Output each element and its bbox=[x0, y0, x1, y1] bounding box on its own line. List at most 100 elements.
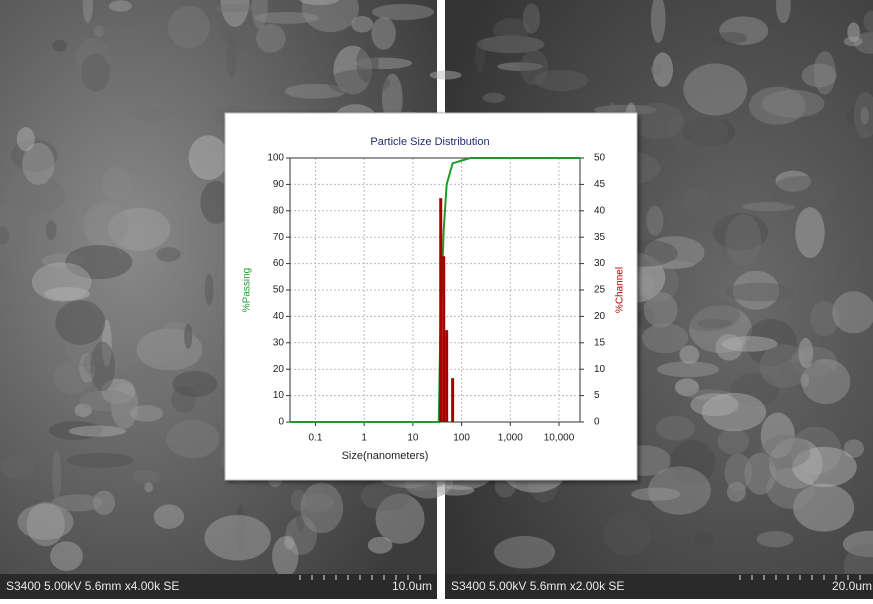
texture bbox=[172, 371, 217, 397]
texture bbox=[327, 70, 389, 96]
texture bbox=[127, 107, 173, 121]
texture bbox=[761, 435, 811, 469]
texture bbox=[800, 374, 809, 388]
texture bbox=[90, 341, 115, 391]
y-tick-label: 0 bbox=[278, 417, 284, 428]
y2-tick-label: 50 bbox=[594, 153, 606, 164]
chart-panel bbox=[225, 113, 637, 480]
bar bbox=[451, 378, 454, 422]
texture bbox=[50, 541, 83, 571]
y-tick-label: 70 bbox=[273, 232, 285, 243]
x-tick-label: 1,000 bbox=[498, 433, 523, 444]
texture bbox=[483, 93, 505, 103]
texture bbox=[795, 207, 825, 258]
texture bbox=[1, 455, 34, 479]
texture bbox=[535, 70, 589, 92]
texture bbox=[101, 167, 131, 200]
y-tick-label: 30 bbox=[273, 337, 285, 348]
texture bbox=[697, 319, 731, 328]
texture bbox=[17, 127, 35, 151]
y-axis-label: %Passing bbox=[242, 268, 253, 312]
x-tick-label: 1 bbox=[361, 433, 367, 444]
sem-scale: 10.0um bbox=[392, 579, 432, 593]
x-axis-label: Size(nanometers) bbox=[342, 450, 429, 462]
y2-tick-label: 0 bbox=[594, 417, 600, 428]
y-tick-label: 90 bbox=[273, 179, 285, 190]
texture bbox=[651, 64, 663, 75]
texture bbox=[46, 220, 57, 240]
texture bbox=[300, 483, 343, 534]
texture bbox=[55, 300, 105, 345]
sem-caption: S3400 5.00kV 5.6mm x2.00k SE bbox=[451, 579, 624, 593]
texture bbox=[798, 338, 813, 368]
texture bbox=[52, 451, 61, 499]
figure: S3400 5.00kV 5.6mm x4.00k SE 10.0um S340… bbox=[0, 0, 873, 599]
texture bbox=[717, 428, 749, 454]
y-tick-label: 10 bbox=[273, 390, 285, 401]
texture bbox=[368, 537, 393, 554]
x-tick-label: 10,000 bbox=[544, 433, 575, 444]
texture bbox=[665, 195, 727, 233]
texture bbox=[523, 3, 540, 33]
texture bbox=[603, 512, 651, 556]
texture bbox=[757, 531, 794, 547]
texture bbox=[80, 390, 134, 411]
texture bbox=[112, 28, 142, 55]
x-tick-label: 100 bbox=[453, 433, 470, 444]
texture bbox=[371, 17, 395, 50]
texture bbox=[144, 483, 153, 493]
y2-tick-label: 15 bbox=[594, 337, 606, 348]
texture bbox=[642, 323, 688, 353]
page: {"sem_images": [ {"caption": "S3400 5.00… bbox=[0, 0, 873, 599]
y-tick-label: 100 bbox=[267, 153, 284, 164]
texture bbox=[712, 32, 747, 44]
texture bbox=[770, 176, 838, 208]
texture bbox=[168, 6, 210, 48]
texture bbox=[725, 453, 752, 491]
y2-tick-label: 10 bbox=[594, 364, 606, 375]
y2-tick-label: 30 bbox=[594, 258, 606, 269]
texture bbox=[184, 324, 192, 349]
texture bbox=[52, 494, 104, 511]
y2-tick-label: 25 bbox=[594, 285, 606, 296]
texture bbox=[690, 393, 738, 416]
sem-caption: S3400 5.00kV 5.6mm x4.00k SE bbox=[6, 579, 179, 593]
texture bbox=[437, 485, 475, 495]
texture bbox=[814, 51, 836, 94]
y2-tick-label: 40 bbox=[594, 205, 606, 216]
texture bbox=[156, 247, 181, 262]
texture bbox=[83, 203, 128, 248]
texture bbox=[133, 470, 161, 485]
texture bbox=[205, 274, 214, 306]
y-tick-label: 50 bbox=[273, 285, 285, 296]
texture bbox=[716, 334, 743, 361]
texture bbox=[69, 426, 126, 437]
sem-scale: 20.0um bbox=[832, 579, 872, 593]
y2-tick-label: 45 bbox=[594, 179, 606, 190]
texture bbox=[844, 37, 863, 47]
texture bbox=[204, 515, 271, 561]
texture bbox=[67, 453, 133, 468]
y2-tick-label: 20 bbox=[594, 311, 606, 322]
texture bbox=[81, 53, 110, 91]
texture bbox=[189, 135, 228, 180]
texture bbox=[372, 4, 434, 20]
texture bbox=[284, 535, 294, 549]
texture bbox=[631, 103, 684, 139]
texture bbox=[109, 0, 132, 11]
y-tick-label: 40 bbox=[273, 311, 285, 322]
y2-tick-label: 35 bbox=[594, 232, 606, 243]
y-tick-label: 60 bbox=[273, 258, 285, 269]
texture bbox=[430, 71, 462, 80]
texture bbox=[648, 466, 711, 514]
texture bbox=[656, 416, 695, 441]
texture bbox=[657, 361, 719, 377]
texture bbox=[154, 504, 184, 528]
x-tick-label: 0.1 bbox=[309, 433, 323, 444]
texture bbox=[214, 4, 256, 12]
texture bbox=[494, 536, 555, 569]
chart-title: Particle Size Distribution bbox=[370, 136, 489, 148]
x-tick-label: 10 bbox=[407, 433, 419, 444]
texture bbox=[32, 262, 91, 301]
bar bbox=[442, 256, 445, 422]
